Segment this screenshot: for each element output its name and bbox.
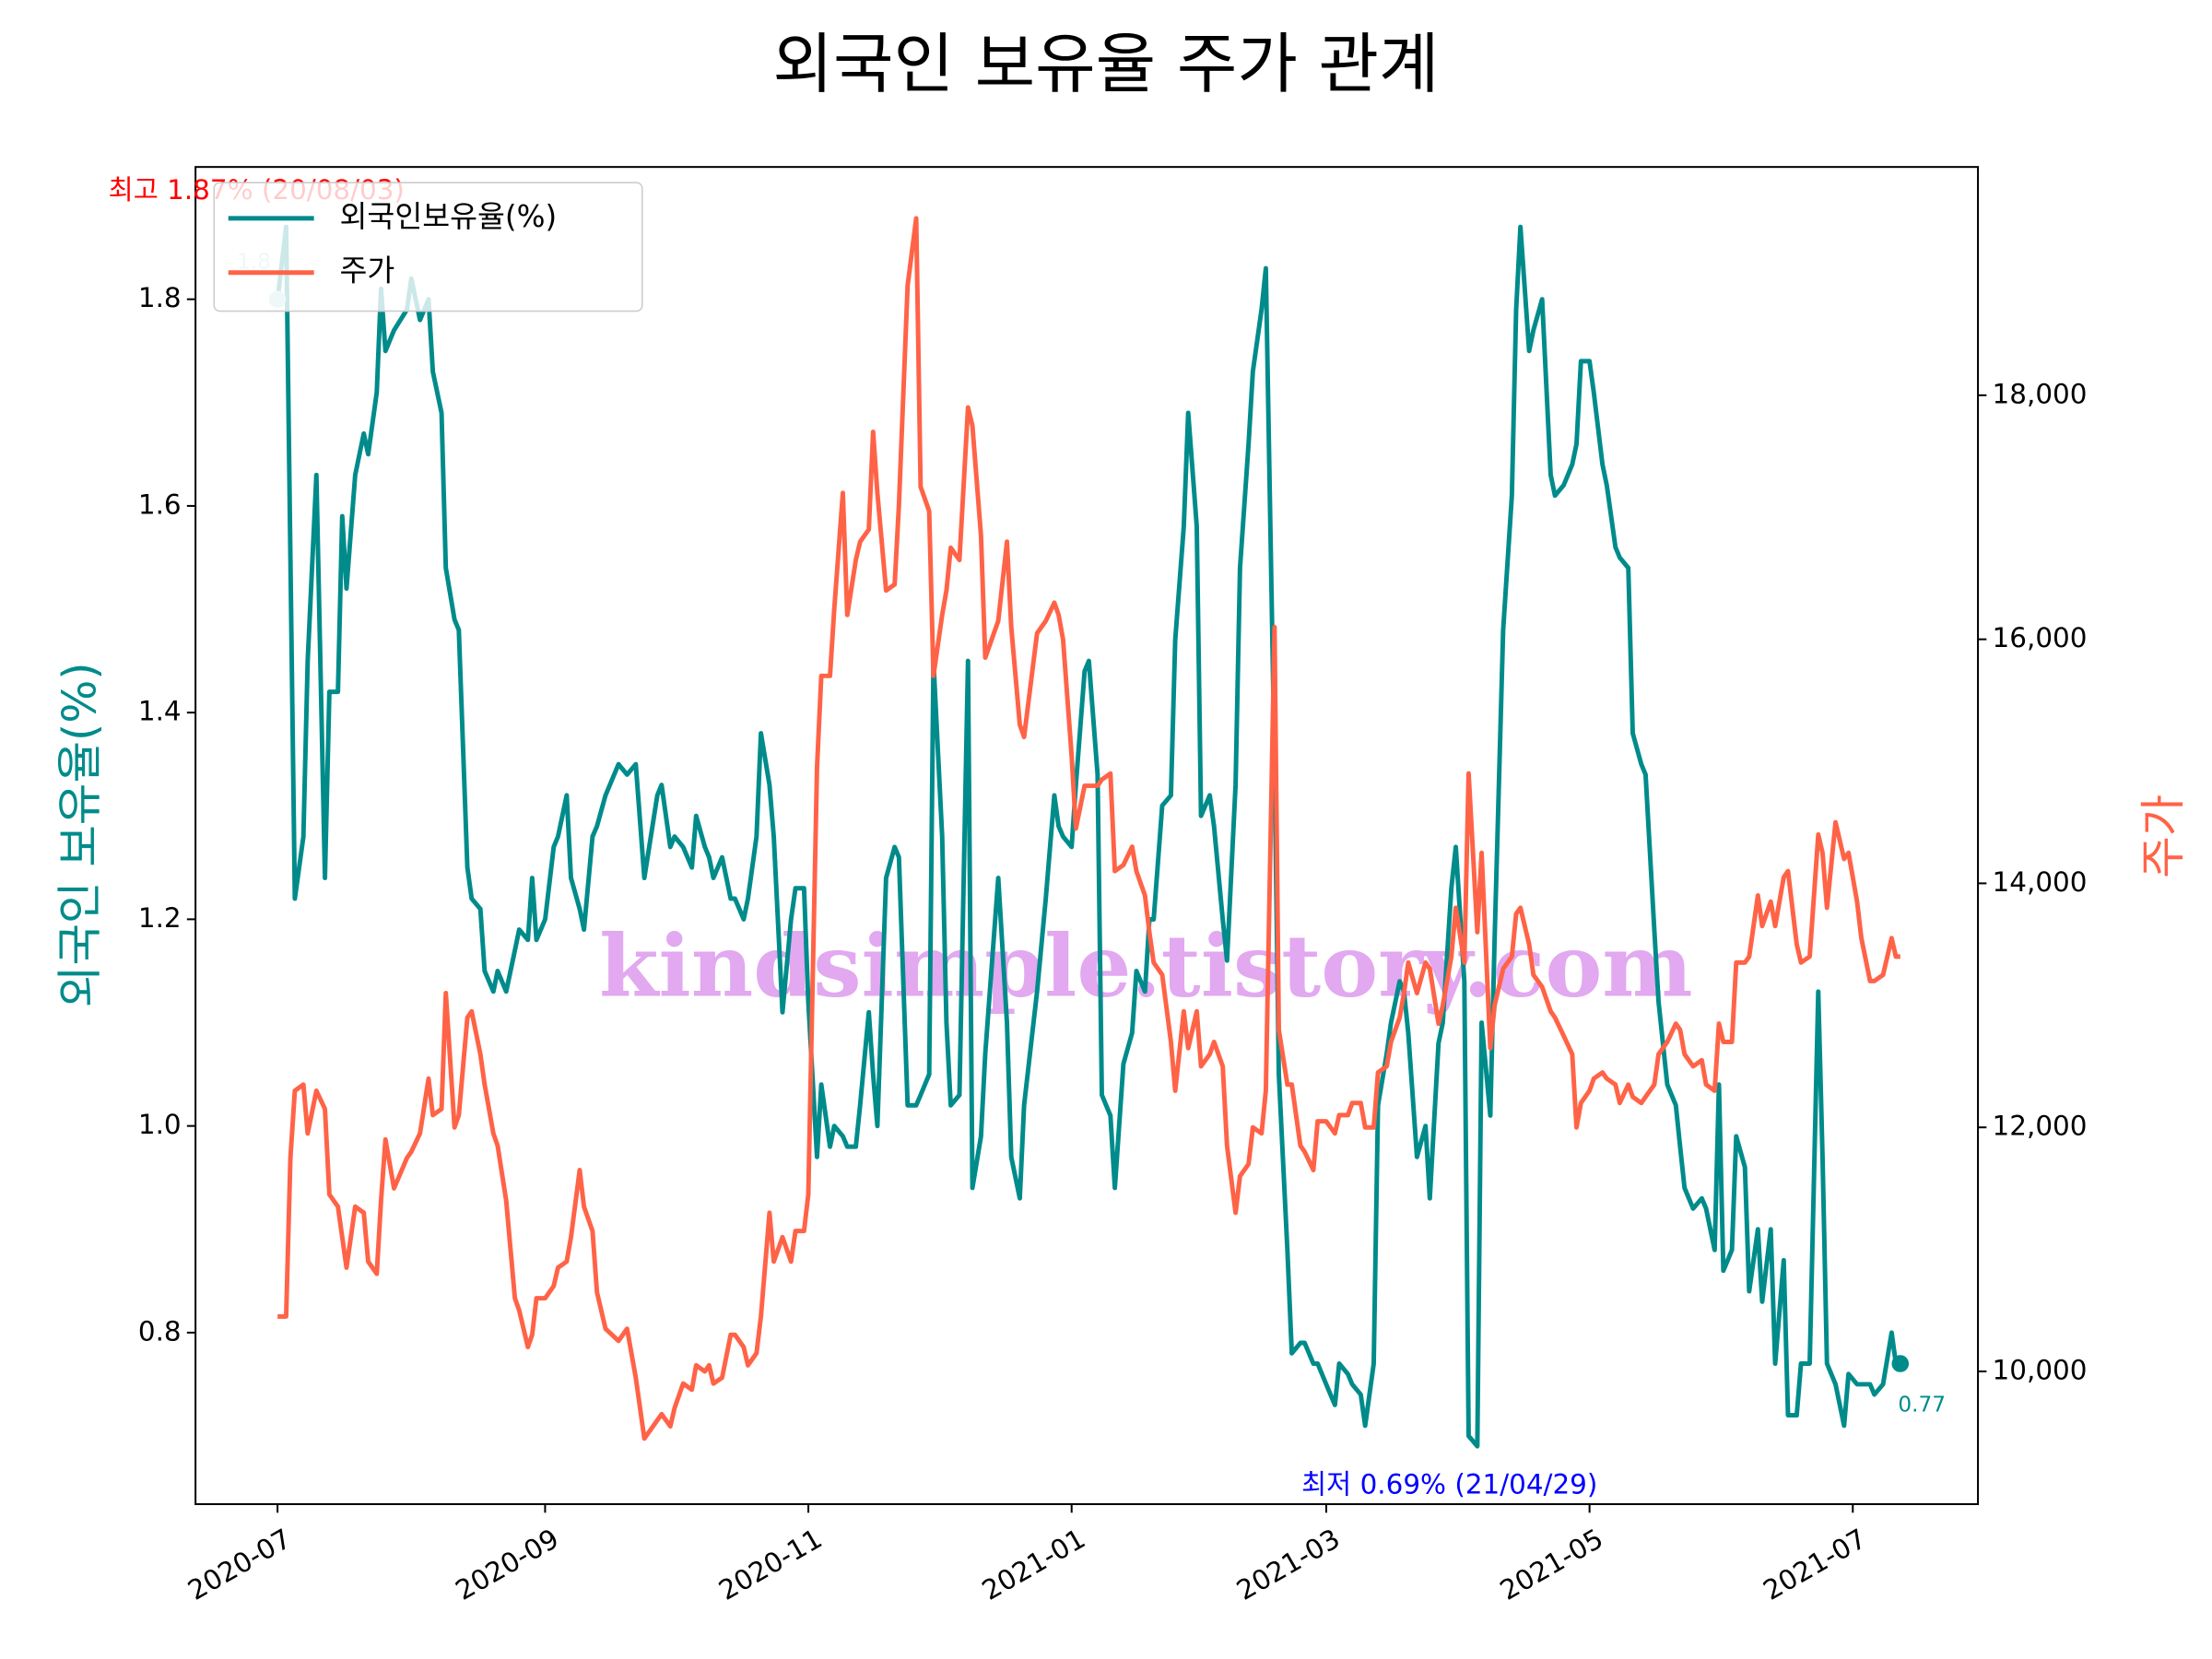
- x-tick-label: 2020-11: [713, 1523, 827, 1606]
- end-marker: [1891, 1355, 1910, 1372]
- plot-frame: [194, 166, 1980, 1506]
- x-tick-label: 2021-01: [977, 1523, 1090, 1606]
- y-tick-label: 1.0: [138, 1109, 182, 1140]
- x-tick-label: 2021-05: [1495, 1523, 1608, 1606]
- y2-tick-label: 10,000: [1993, 1354, 2088, 1385]
- y-tick-label: 1.4: [138, 696, 182, 727]
- y2-tick-label: 18,000: [1993, 378, 2088, 409]
- y2-tick-label: 16,000: [1993, 622, 2088, 653]
- y2-tick-label: 12,000: [1993, 1111, 2088, 1142]
- y2-axis-label: 주가: [2136, 794, 2190, 878]
- y-tick-label: 1.8: [138, 282, 182, 313]
- y-tick-label: 1.2: [138, 902, 182, 934]
- x-tick-label: 2021-03: [1231, 1523, 1345, 1606]
- annotation: 0.77: [1898, 1393, 1946, 1418]
- legend-label: 주가: [340, 253, 395, 288]
- series-line: [275, 224, 1900, 1449]
- y-axis-label: 외국인 보유율(%): [53, 662, 106, 1007]
- chart-title: 외국인 보유율 주가 관계: [772, 26, 1439, 102]
- x-tick-label: 2020-09: [451, 1523, 564, 1606]
- y-tick-label: 0.8: [138, 1315, 182, 1347]
- legend-label: 외국인보유율(%): [340, 199, 558, 234]
- y-tick-label: 1.6: [138, 488, 182, 520]
- y2-tick-label: 14,000: [1993, 866, 2088, 898]
- series-line: [277, 216, 1900, 1441]
- x-tick-label: 2021-07: [1758, 1523, 1871, 1606]
- x-tick-label: 2020-07: [182, 1523, 296, 1606]
- legend-box: [213, 182, 643, 312]
- annotation: 최저 0.69% (21/04/29): [1301, 1468, 1597, 1500]
